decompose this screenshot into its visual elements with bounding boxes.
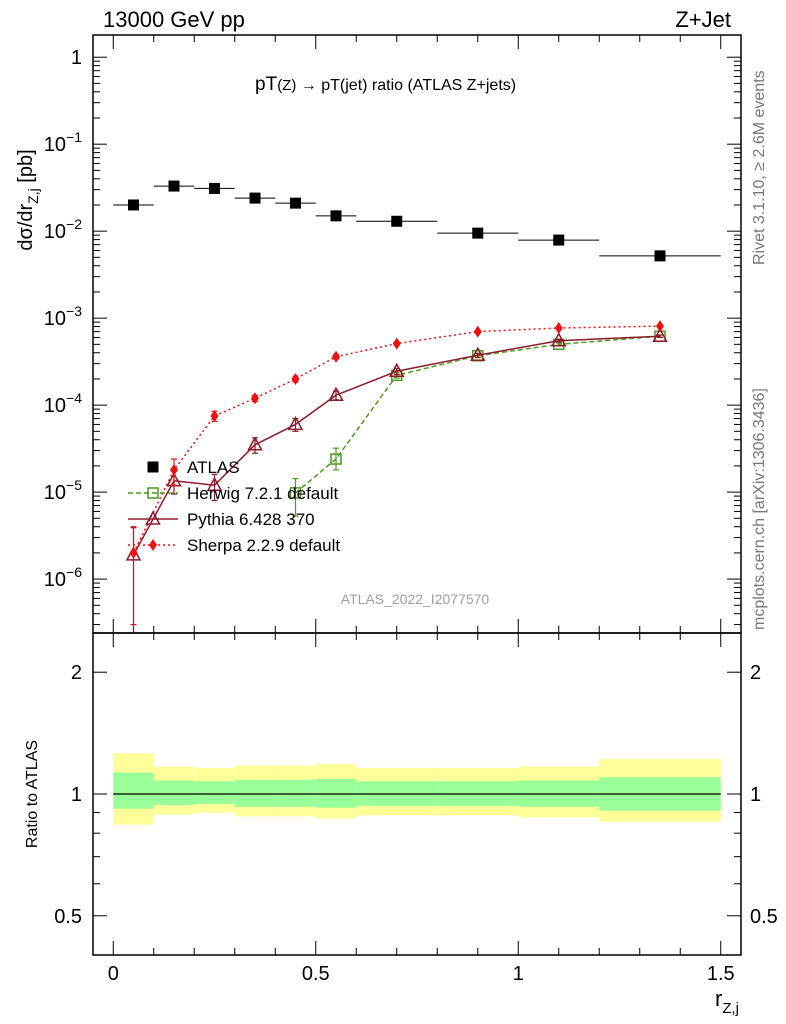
series-atlas [113, 180, 721, 262]
ratio-y-tick-label: 1 [71, 784, 82, 806]
data-point [128, 199, 139, 211]
ratio-ticks: 0.5 0.5 1 1 2 2 0 0.5 1 1.5 [54, 633, 778, 985]
data-point [206, 476, 223, 491]
x-label-main: r [715, 986, 722, 1011]
energy-label: 13000 GeV pp [103, 7, 245, 32]
data-point [147, 487, 159, 499]
data-point [247, 436, 263, 451]
data-point [147, 461, 159, 473]
data-point [553, 234, 565, 246]
legend-label: Sherpa 2.2.9 default [187, 536, 340, 555]
y-tick-label: 10−3 [44, 303, 82, 330]
data-point [209, 182, 220, 194]
series-line [132, 325, 661, 554]
data-point [249, 192, 261, 204]
ratio-y-tick-label: 0.5 [54, 906, 82, 928]
data-point [472, 227, 484, 239]
series-sherpa [129, 320, 664, 626]
data-point [391, 215, 403, 227]
x-tick-label: 1 [513, 963, 524, 985]
legend-label: Herwig 7.2.1 default [187, 484, 338, 503]
data-point [210, 409, 219, 422]
data-point [473, 325, 482, 338]
y-tick-label: 1 [71, 47, 82, 69]
legend-entry: Herwig 7.2.1 default [128, 484, 338, 503]
rivet-label: Rivet 3.1.10, ≥ 2.6M events [751, 70, 768, 265]
x-label-sub: Z,j [722, 1000, 739, 1017]
data-point [469, 346, 486, 361]
data-point [289, 487, 302, 499]
y-tick-label: 10−6 [44, 564, 82, 591]
ratio-inner-band [275, 779, 316, 807]
data-point [145, 510, 161, 525]
ratio-y-tick-label-right: 1 [750, 784, 761, 806]
data-point [291, 372, 300, 385]
data-point [554, 322, 563, 335]
svg-text:dσ/drZ,j [pb]: dσ/drZ,j [pb] [15, 149, 41, 250]
x-axis-label: rZ,j [715, 986, 739, 1017]
data-point [388, 362, 405, 378]
x-tick-label: 0.5 [302, 963, 330, 985]
ratio-bands [113, 753, 721, 825]
data-point [290, 197, 301, 209]
ratio-y-tick-label: 2 [71, 662, 82, 684]
main-title-sub: (Z) [277, 77, 296, 94]
x-tick-label: 1.5 [707, 963, 735, 985]
legend: ATLAS Herwig 7.2.1 default Pythia 6.428 37… [128, 458, 340, 555]
y-tick-label: 10−2 [44, 216, 82, 243]
data-point [129, 546, 138, 559]
y-tick-label: 10−1 [44, 129, 82, 156]
main-ticks [93, 35, 741, 633]
data-point [654, 250, 666, 262]
data-point [328, 386, 344, 401]
main-series [113, 180, 721, 633]
main-title-rest: → pT(jet) ratio (ATLAS Z+jets) [296, 77, 516, 94]
y-label-unit: [pb] [15, 149, 37, 188]
legend-entry: ATLAS [147, 458, 240, 477]
y-label-sub: Z,j [25, 188, 41, 204]
data-point [287, 415, 304, 431]
data-point [392, 337, 401, 350]
data-point [330, 453, 342, 465]
ratio-inner-band [153, 780, 195, 805]
data-point [332, 350, 340, 363]
data-point [652, 327, 668, 342]
legend-label: ATLAS [187, 458, 240, 477]
ratio-plot-panel: 0.5 0.5 1 1 2 2 0 0.5 1 1.5 Ratio to ATLAS rZ,j [24, 632, 778, 1017]
ratio-inner-band [194, 781, 235, 804]
ratio-y-tick-label-right: 2 [750, 662, 761, 684]
y-tick-label: 10−4 [44, 390, 82, 417]
process-label: Z+Jet [675, 7, 731, 32]
main-plot-panel: pT(Z) → pT(jet) ratio (ATLAS Z+jets) ATL… [15, 34, 742, 634]
main-y-axis-label: dσ/drZ,j [pb] [15, 149, 41, 250]
series-pythia [125, 327, 668, 633]
main-title-main: pT [255, 74, 278, 95]
mcplots-label: mcplots.cern.ch [arXiv:1306.3436] [751, 388, 768, 630]
legend-entry: Sherpa 2.2.9 default [128, 536, 340, 555]
main-plot-title: pT(Z) → pT(jet) ratio (ATLAS Z+jets) [255, 74, 516, 95]
data-point [550, 332, 567, 347]
legend-label: Pythia 6.428 370 [187, 510, 315, 529]
ratio-inner-band [315, 778, 357, 808]
data-point [149, 539, 157, 551]
main-y-tick-labels: 10−6 10−5 10−4 10−3 10−2 10−1 1 [44, 47, 82, 591]
data-point [251, 392, 259, 405]
ratio-inner-band [113, 772, 154, 809]
series-herwig [289, 330, 666, 517]
data-point [330, 210, 342, 222]
analysis-id-label: ATLAS_2022_I2077570 [341, 591, 490, 607]
data-point [656, 320, 664, 333]
legend-entry: Pythia 6.428 370 [128, 510, 315, 529]
ratio-y-tick-label-right: 0.5 [750, 906, 778, 928]
data-point [168, 180, 180, 192]
series-line [295, 335, 661, 494]
data-point [170, 463, 178, 476]
ratio-y-axis-label: Ratio to ATLAS [24, 740, 41, 848]
ratio-inner-band [234, 779, 276, 807]
x-tick-label: 0 [108, 963, 119, 985]
series-line [132, 335, 661, 556]
y-label-main: dσ/dr [15, 204, 37, 251]
y-tick-label: 10−5 [44, 477, 82, 504]
